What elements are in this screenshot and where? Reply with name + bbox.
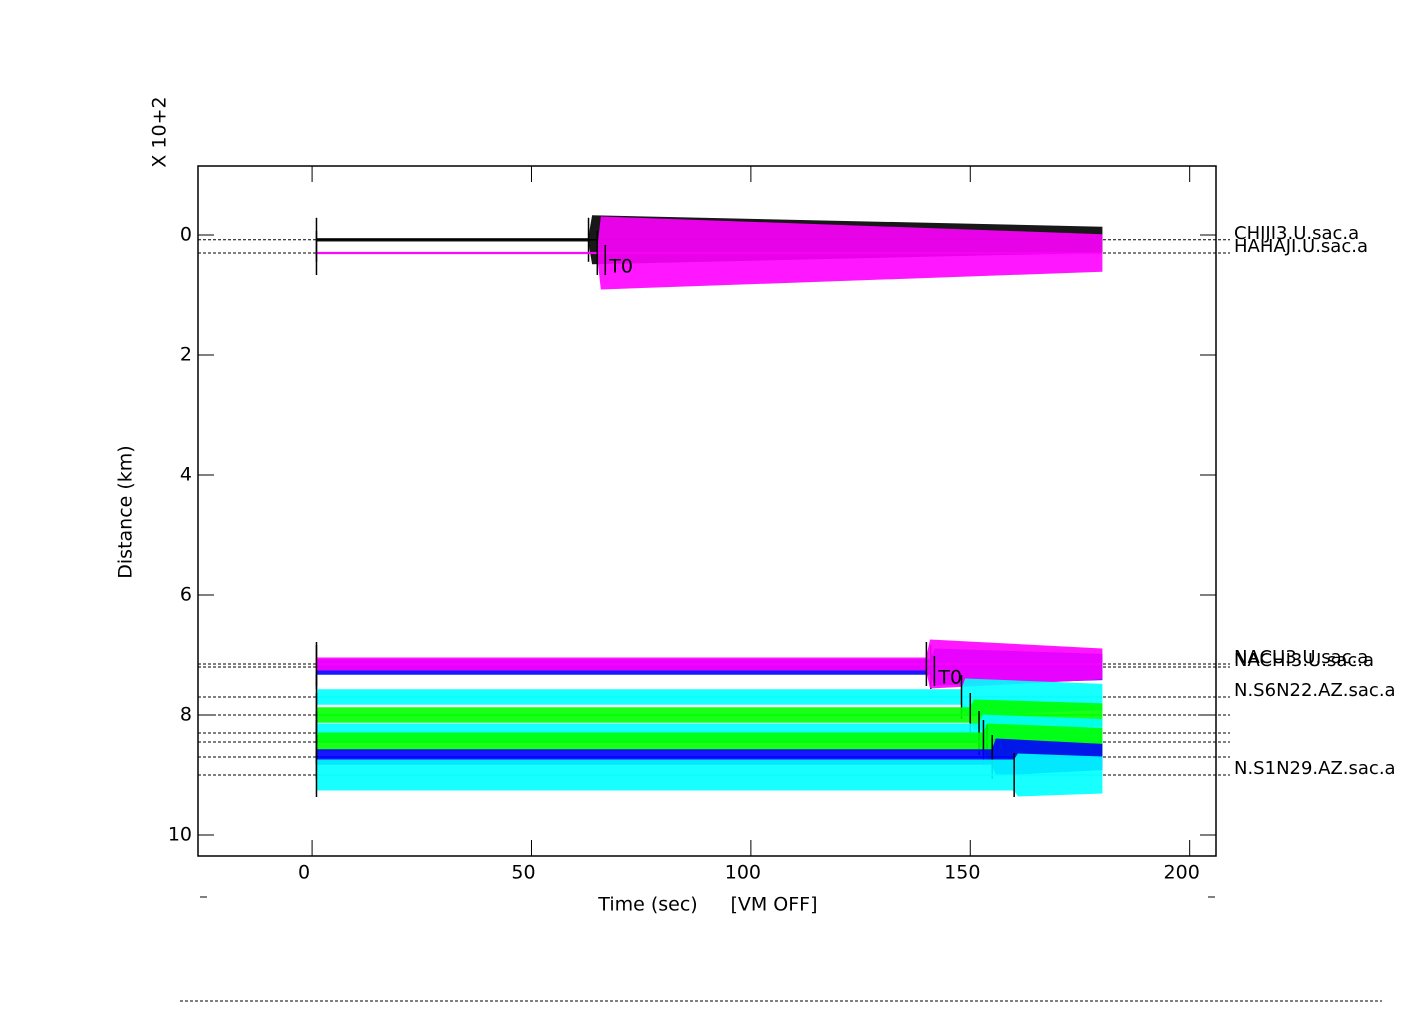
x-tick-label: 100 <box>725 862 761 884</box>
y-tick-label: 0 <box>180 224 192 246</box>
y-multiplier: X 10+2 <box>149 96 171 167</box>
x-tick-label: 50 <box>511 862 535 884</box>
y-tick-label: 6 <box>180 584 192 606</box>
x-axis-label: Time (sec) <box>597 894 697 916</box>
y-tick-label: 4 <box>180 464 192 486</box>
y-tick-label: 8 <box>180 704 192 726</box>
pick-label: T0 <box>937 667 962 689</box>
mode-label: [VM OFF] <box>730 894 817 916</box>
trace-label: N.S6N22.AZ.sac.a <box>1234 680 1396 701</box>
pick-label: T0 <box>608 256 633 278</box>
trace-label: NACHI3.U.sac.a <box>1234 650 1374 671</box>
x-tick-label: 0 <box>298 862 310 884</box>
trace-label: CHIJI3.U.sac.a <box>1234 223 1359 244</box>
y-tick-label: 2 <box>180 344 192 366</box>
trace-label: N.S1N29.AZ.sac.a <box>1234 758 1396 779</box>
trace-label: HAHAJI.U.sac.a <box>1234 236 1368 257</box>
y-axis-label: Distance (km) <box>115 445 137 578</box>
trace-label: NACU3.U.sac.a <box>1234 647 1368 668</box>
y-tick-label: 10 <box>168 824 192 846</box>
x-tick-label: 150 <box>944 862 980 884</box>
plot-frame <box>197 165 1217 857</box>
x-tick-label: 200 <box>1164 862 1200 884</box>
